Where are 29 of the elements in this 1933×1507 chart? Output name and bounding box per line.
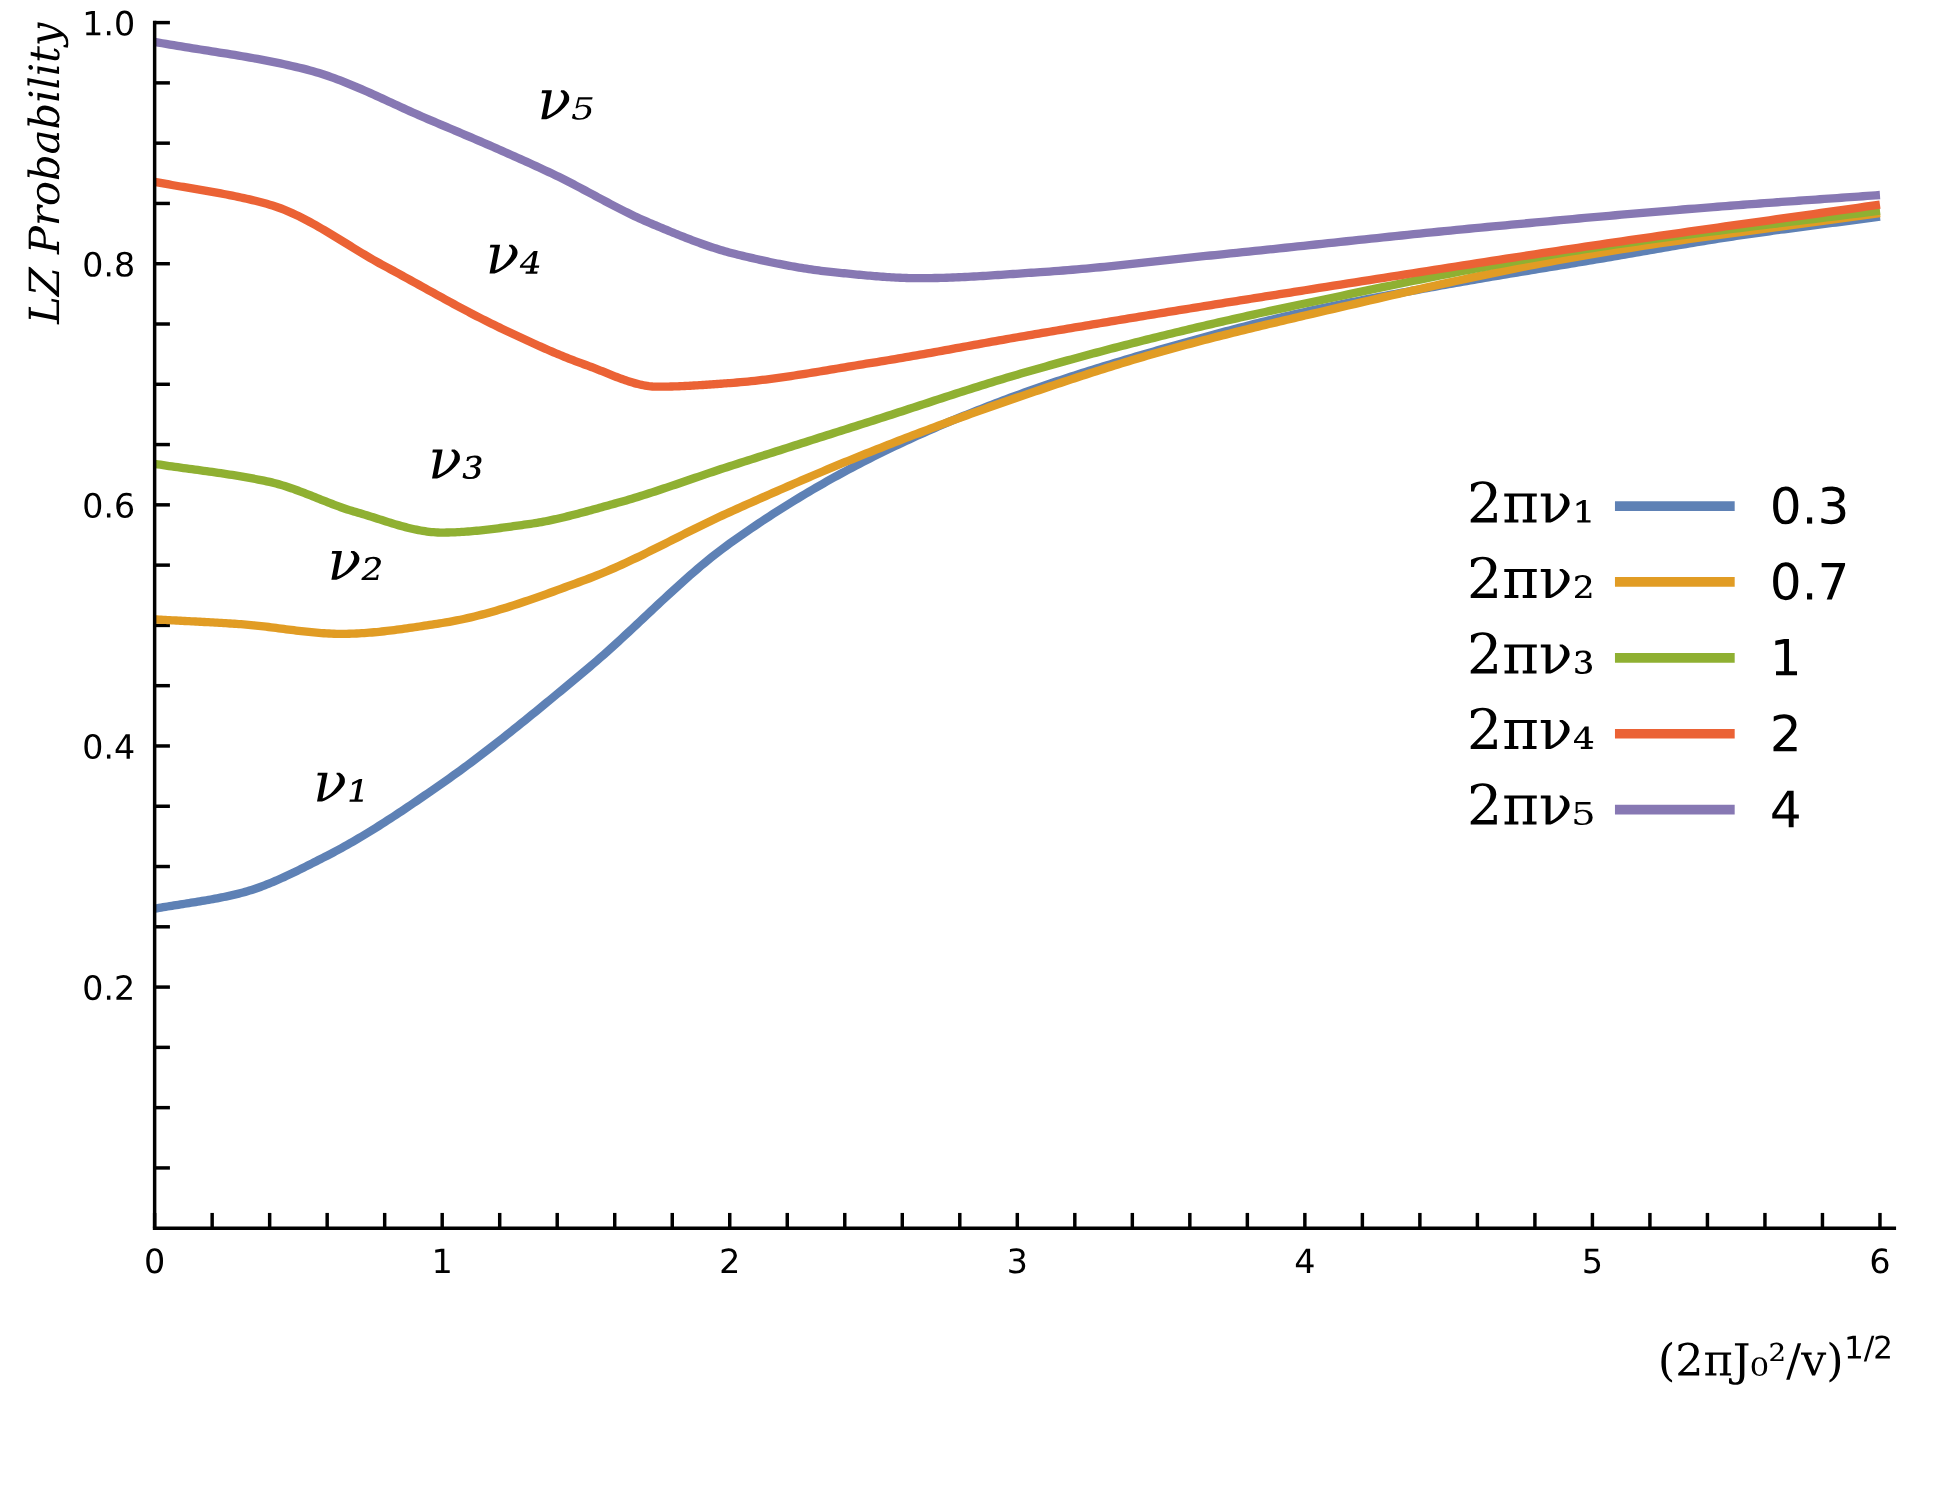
y-tick-label: 0.8 [84, 251, 133, 277]
annotation: ν₃ [432, 449, 482, 480]
annotation: 2πν₄ [1470, 707, 1594, 750]
x-tick-label: 1 [435, 1248, 450, 1273]
x-tick-label: 6 [1871, 1248, 1889, 1274]
annotation: ν₄ [489, 244, 540, 274]
y-axis-title: LZ Probability [27, 22, 69, 325]
y-tick-label: 0.2 [84, 975, 132, 1001]
annotation: 2πν₁ [1470, 481, 1591, 523]
y-tick-label: 1.0 [85, 10, 133, 36]
x-tick-label: 0 [146, 1248, 164, 1274]
x-tick-label: 2 [721, 1248, 738, 1273]
annotation: 2πν₂ [1470, 556, 1592, 599]
legend-label: 4 [1772, 790, 1799, 828]
annotation: 2πν₅ [1470, 783, 1593, 826]
annotation: ν₅ [541, 90, 593, 120]
annotation: ν₁ [316, 772, 364, 802]
y-tick-label: 0.4 [84, 733, 134, 760]
annotation: ν₂ [331, 550, 381, 580]
x-tick-label: 3 [1009, 1248, 1026, 1274]
legend-label: 0.7 [1773, 562, 1846, 601]
x-axis-title: (2πJ₀²/v)$^{1/2}$ [1661, 1335, 1890, 1385]
x-tick-label: 5 [1584, 1248, 1601, 1274]
annotation: 2πν₃ [1470, 632, 1593, 675]
legend-label: 2 [1773, 714, 1797, 752]
x-tick-label: 4 [1295, 1248, 1314, 1273]
legend-label: 0.3 [1773, 486, 1846, 525]
y-tick-label: 0.6 [84, 492, 134, 518]
legend-label: 1 [1775, 638, 1798, 676]
